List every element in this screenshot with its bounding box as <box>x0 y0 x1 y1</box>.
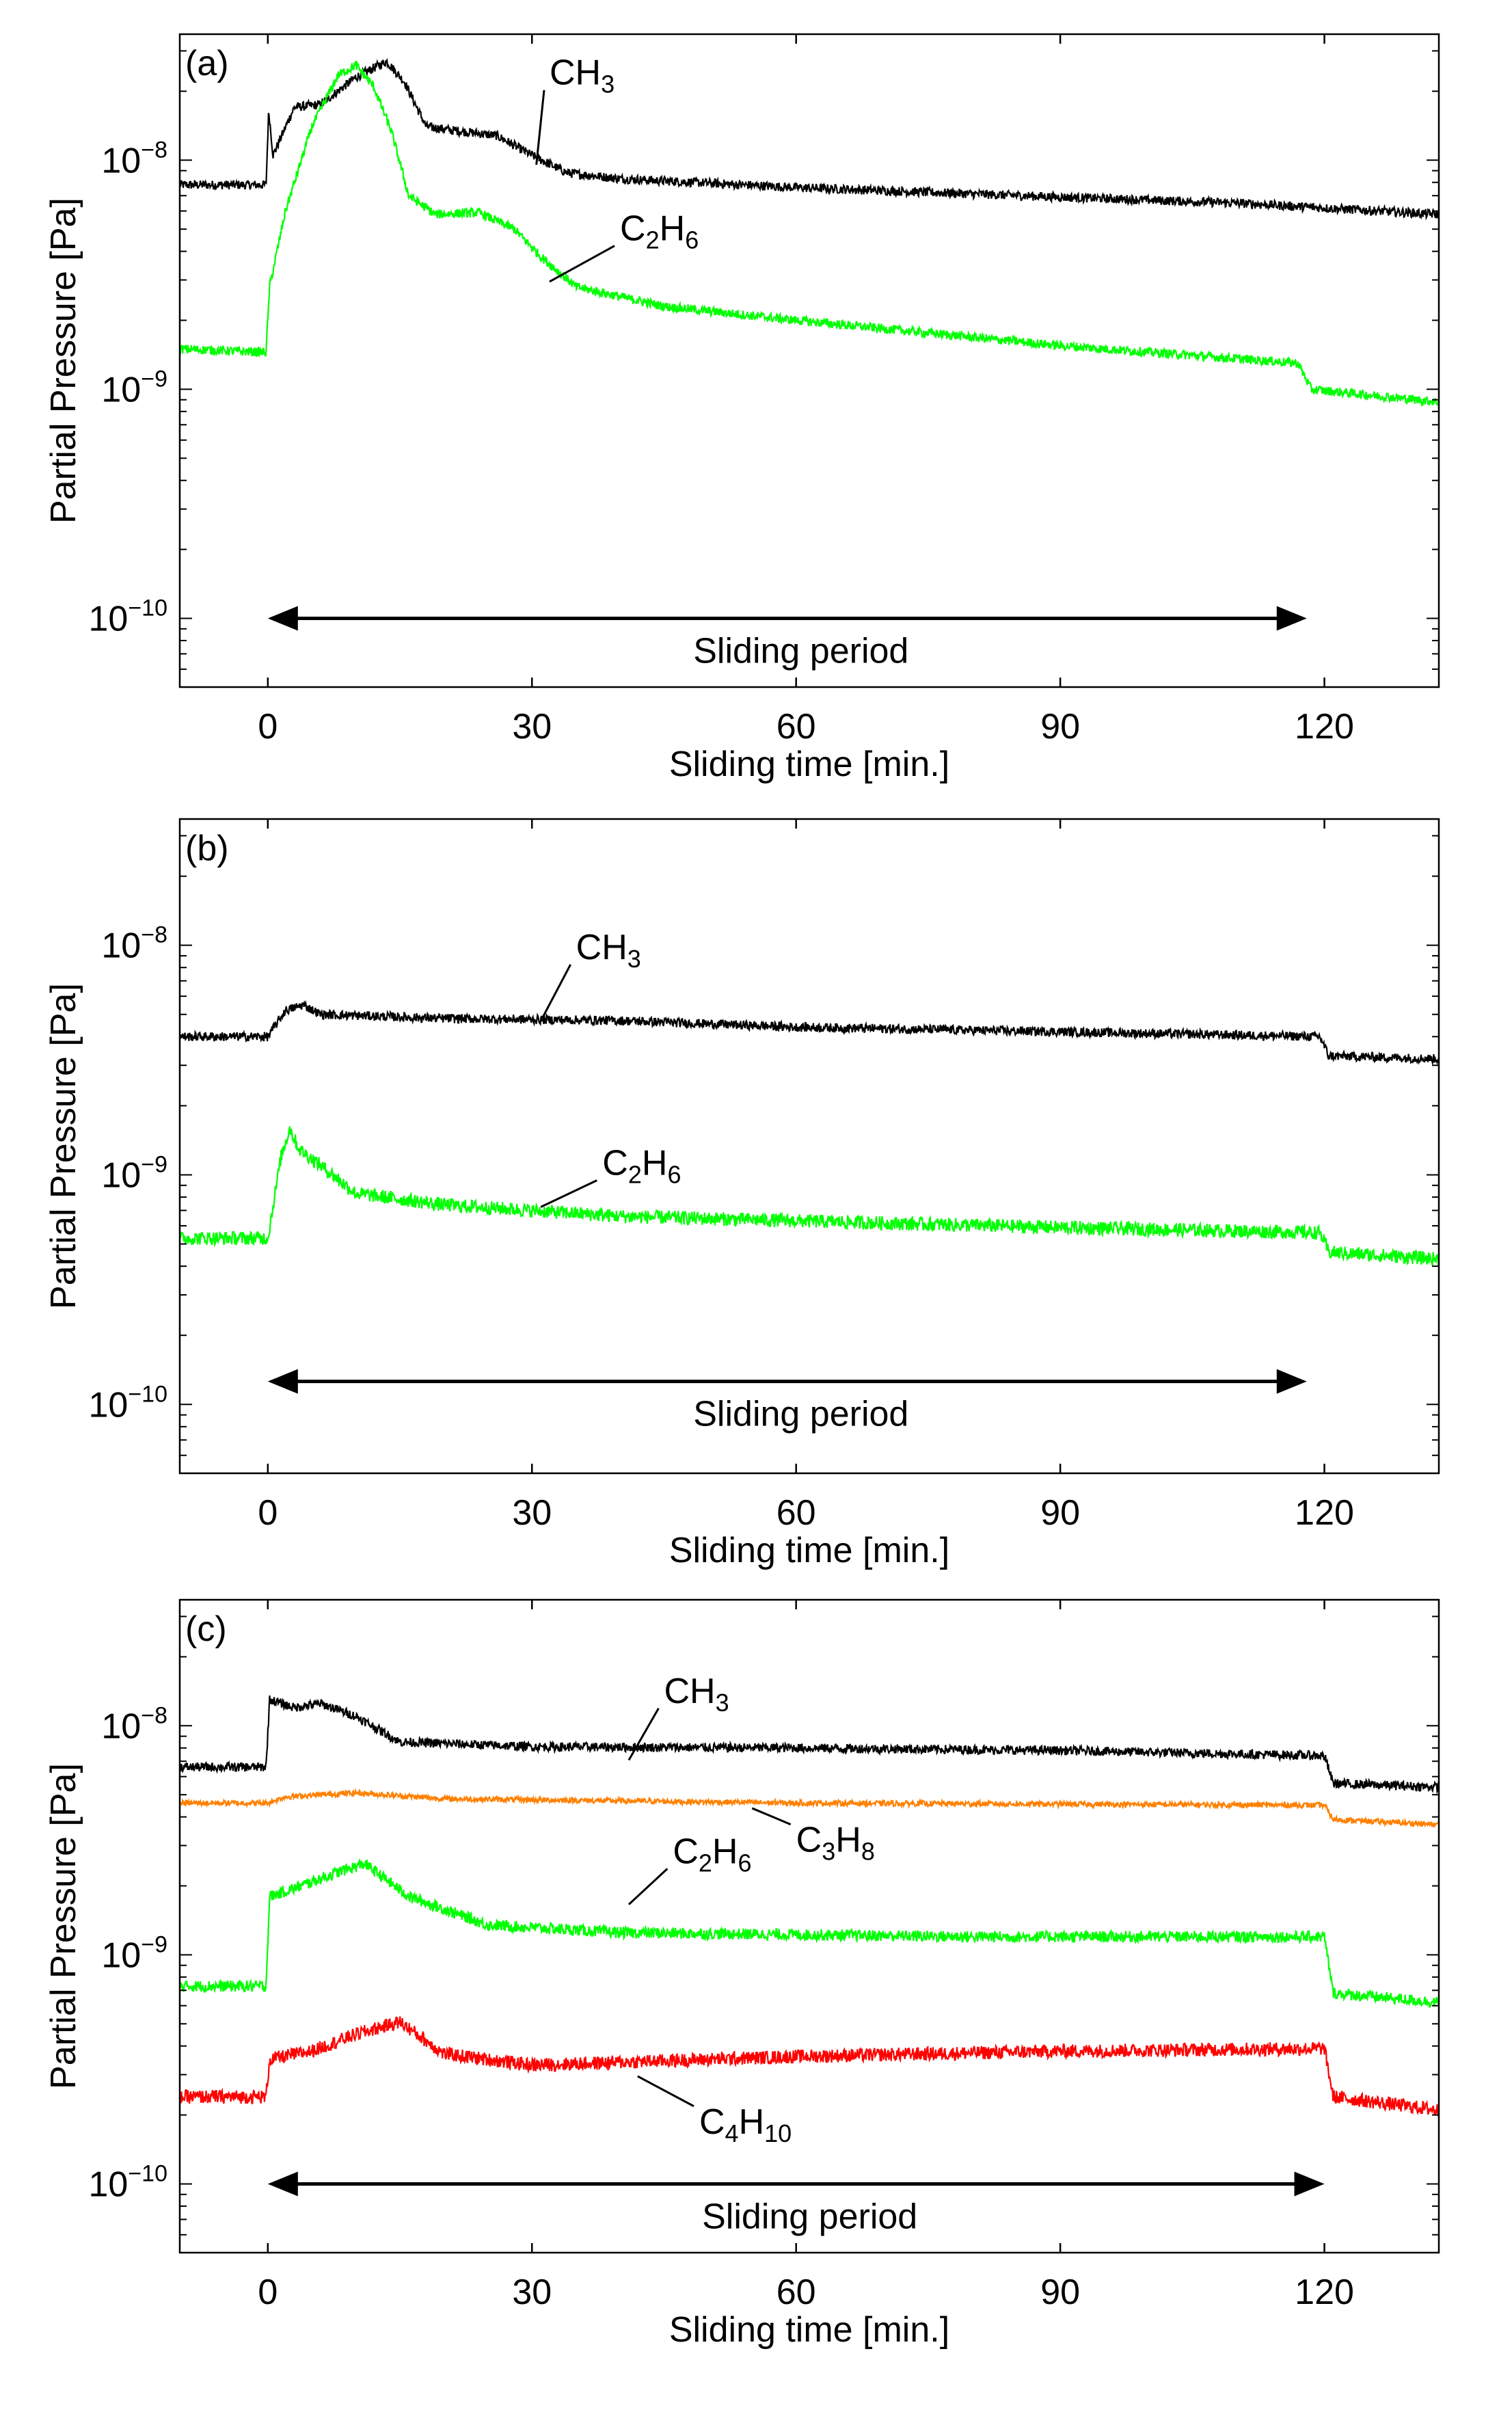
arrow-head-right <box>1276 1369 1307 1394</box>
panel-b: 0 30 60 90 120 10−10 10−9 10−8 Sliding time [min… <box>44 818 1440 1570</box>
x-tick-label: 30 <box>512 2272 552 2312</box>
sliding-period-label: Sliding period <box>702 2197 917 2236</box>
sliding-period-label: Sliding period <box>693 631 908 671</box>
series-pointer-c4h10 <box>637 2075 694 2108</box>
series-pointer-c2h6 <box>627 1868 669 1905</box>
y-tick-label: 10−8 <box>101 1702 167 1746</box>
x-tick-label: 120 <box>1295 1493 1354 1533</box>
series-pointer-ch3 <box>627 1708 660 1761</box>
x-tick-label: 120 <box>1295 707 1354 747</box>
y-tick-label: 10−9 <box>101 366 167 410</box>
series-line-c4h10 <box>180 2016 1439 2119</box>
arrow-head-left <box>267 606 298 631</box>
series-line-ch3 <box>180 57 1439 221</box>
y-tick-label: 10−8 <box>101 922 167 966</box>
panel-label: (b) <box>185 829 229 868</box>
series-pointer-c2h6 <box>540 1179 597 1208</box>
series-label-c3h8: C3H8 <box>796 1821 875 1866</box>
series-line-c2h6 <box>180 60 1439 407</box>
series-label-c4h10: C4H10 <box>699 2102 792 2147</box>
y-tick-label: 10−9 <box>101 1931 167 1975</box>
x-tick-label: 60 <box>777 2272 816 2312</box>
series-pointer-c2h6 <box>549 245 615 283</box>
x-tick-label: 90 <box>1040 2272 1080 2312</box>
x-tick-label: 30 <box>512 707 552 747</box>
x-tick-label: 120 <box>1295 2272 1354 2312</box>
sliding-period-label: Sliding period <box>693 1395 908 1434</box>
y-axis-label: Partial Pressure [Pa] <box>44 983 83 1309</box>
arrow-head-right <box>1276 606 1307 631</box>
y-axis-label: Partial Pressure [Pa] <box>44 1763 83 2089</box>
y-axis-label: Partial Pressure [Pa] <box>44 198 83 524</box>
x-tick-label: 60 <box>777 707 816 747</box>
series-line-c3h8 <box>180 1788 1439 1828</box>
series-label-c2h6: C2H6 <box>673 1832 751 1877</box>
x-tick-label: 90 <box>1040 707 1080 747</box>
series-line-ch3 <box>180 1695 1439 1795</box>
panel-c: 0 30 60 90 120 10−10 10−9 10−8 Sliding time [min… <box>44 1598 1440 2350</box>
series-line-ch3 <box>180 1000 1439 1066</box>
series-label-c2h6: C2H6 <box>602 1143 681 1188</box>
x-tick-label: 0 <box>258 2272 278 2312</box>
x-axis-label: Sliding time [min.] <box>669 1531 949 1570</box>
plot-frame <box>178 33 1440 688</box>
y-tick-label: 10−10 <box>88 2160 167 2204</box>
y-tick-label: 10−10 <box>88 595 167 639</box>
x-axis-label: Sliding time [min.] <box>669 745 949 784</box>
panel-label: (c) <box>185 1609 227 1649</box>
y-tick-label: 10−8 <box>101 137 167 180</box>
y-tick-label: 10−9 <box>101 1151 167 1195</box>
plot-frame <box>178 1598 1440 2254</box>
x-tick-label: 60 <box>777 1493 816 1533</box>
x-tick-label: 0 <box>258 707 278 747</box>
x-axis-label: Sliding time [min.] <box>669 2310 949 2350</box>
arrow-head-right <box>1294 2171 1325 2197</box>
series-pointer-ch3 <box>535 90 545 165</box>
series-label-ch3: CH3 <box>576 928 641 973</box>
panel-a: 0 30 60 90 120 10−10 10−9 10−8 Sliding time [min… <box>44 33 1440 784</box>
x-tick-label: 30 <box>512 1493 552 1533</box>
x-tick-label: 0 <box>258 1493 278 1533</box>
series-label-ch3: CH3 <box>664 1672 729 1717</box>
series-line-c2h6 <box>180 1126 1439 1266</box>
series-label-c2h6: C2H6 <box>620 209 699 254</box>
series-label-ch3: CH3 <box>550 53 615 98</box>
y-tick-label: 10−10 <box>88 1381 167 1425</box>
plot-frame <box>178 818 1440 1475</box>
arrow-head-left <box>267 1369 298 1394</box>
x-tick-label: 90 <box>1040 1493 1080 1533</box>
arrow-head-left <box>267 2171 298 2197</box>
panel-label: (a) <box>185 44 229 83</box>
series-pointer-ch3 <box>539 964 571 1022</box>
series-pointer-c3h8 <box>751 1807 792 1825</box>
series-line-c2h6 <box>180 1858 1439 2008</box>
